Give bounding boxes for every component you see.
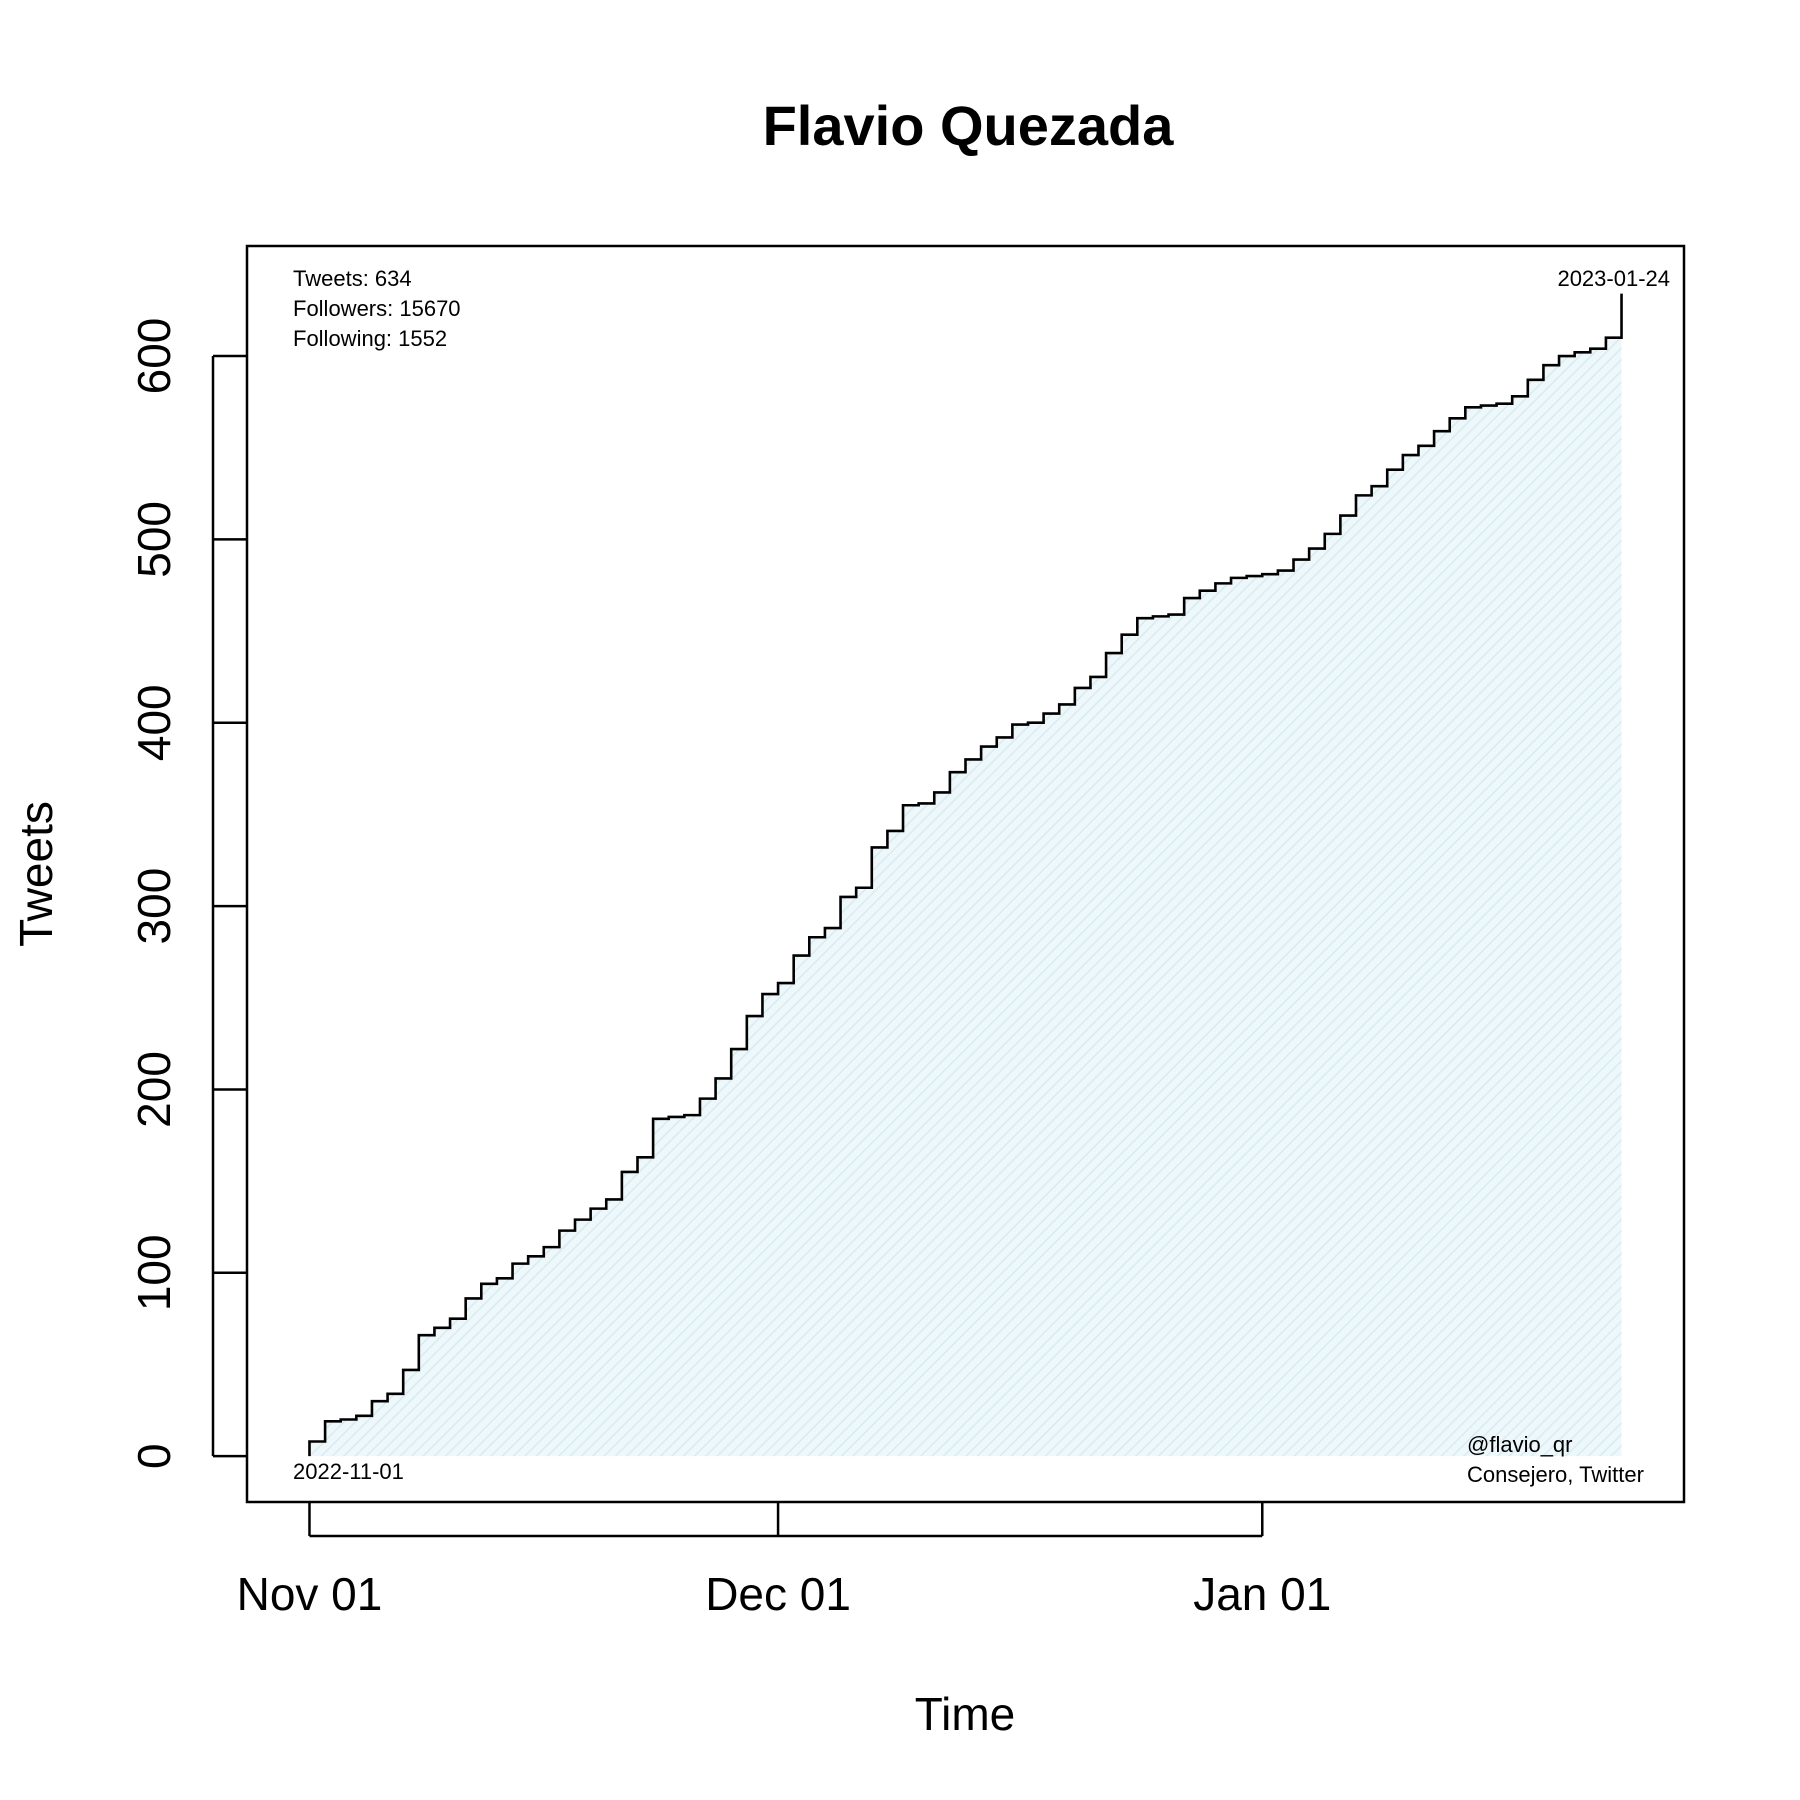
description-label: Consejero, Twitter (1467, 1462, 1644, 1487)
handle-label: @flavio_qr (1467, 1432, 1573, 1457)
y-axis-title: Tweets (10, 801, 62, 947)
y-tick-label: 100 (128, 1234, 180, 1311)
y-tick-label: 0 (128, 1443, 180, 1469)
x-tick-label: Jan 01 (1193, 1568, 1331, 1620)
y-tick-label: 600 (128, 318, 180, 395)
y-tick-label: 500 (128, 501, 180, 578)
y-tick-label: 200 (128, 1051, 180, 1128)
stats-following: Following: 1552 (293, 326, 447, 351)
series-line-layer (308, 293, 1623, 1457)
series-step-line (308, 293, 1623, 1457)
x-tick-label: Nov 01 (237, 1568, 383, 1620)
end-date-label: 2023-01-24 (1557, 266, 1670, 291)
series-area-fill (309, 334, 1622, 1457)
y-tick-label: 300 (128, 868, 180, 945)
chart-title: Flavio Quezada (763, 94, 1175, 157)
x-tick-label: Dec 01 (705, 1568, 851, 1620)
area-fill-layer (309, 334, 1622, 1457)
start-date-label: 2022-11-01 (293, 1459, 404, 1484)
y-tick-label: 400 (128, 684, 180, 761)
x-axis: Nov 01 Dec 01 Jan 01 (237, 1502, 1331, 1620)
stats-followers: Followers: 15670 (293, 296, 461, 321)
x-axis-title: Time (915, 1688, 1016, 1740)
plot-frame (245, 244, 1686, 1504)
stats-tweets: Tweets: 634 (293, 266, 412, 291)
y-axis: 0 100 200 300 400 500 600 (128, 318, 247, 1469)
